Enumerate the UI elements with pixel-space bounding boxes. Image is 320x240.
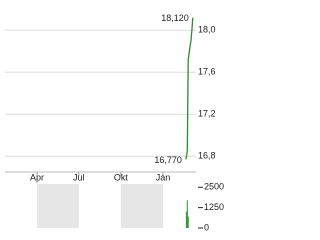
y-tick-label: 16,8 [198,151,216,161]
volume-bar [185,211,187,228]
x-tick-label: Jul [73,172,85,182]
chart: 18,0 17,6 17,2 16,8 Apr Jul Okt Jan 18,120 16,770… [5,13,224,232]
y-tick-label: 17,2 [198,109,216,119]
volume-bar [187,216,189,228]
annotation: 18,120 [161,13,189,23]
y-tick-label: 18,0 [198,25,216,35]
shaded-band [37,184,79,228]
y-tick-label: 2500 [204,182,224,192]
volume-bar [186,200,188,228]
y-tick-label: 1250 [204,202,224,212]
shaded-band [120,184,164,228]
x-tick-label: Apr [30,172,44,182]
annotation: 16,770 [154,155,182,165]
x-tick-label: Okt [114,172,129,182]
x-tick-label: Jan [156,172,171,182]
y-tick-label: 17,6 [198,67,216,77]
price-line [185,17,194,160]
y-tick-label: 0 [204,222,209,232]
